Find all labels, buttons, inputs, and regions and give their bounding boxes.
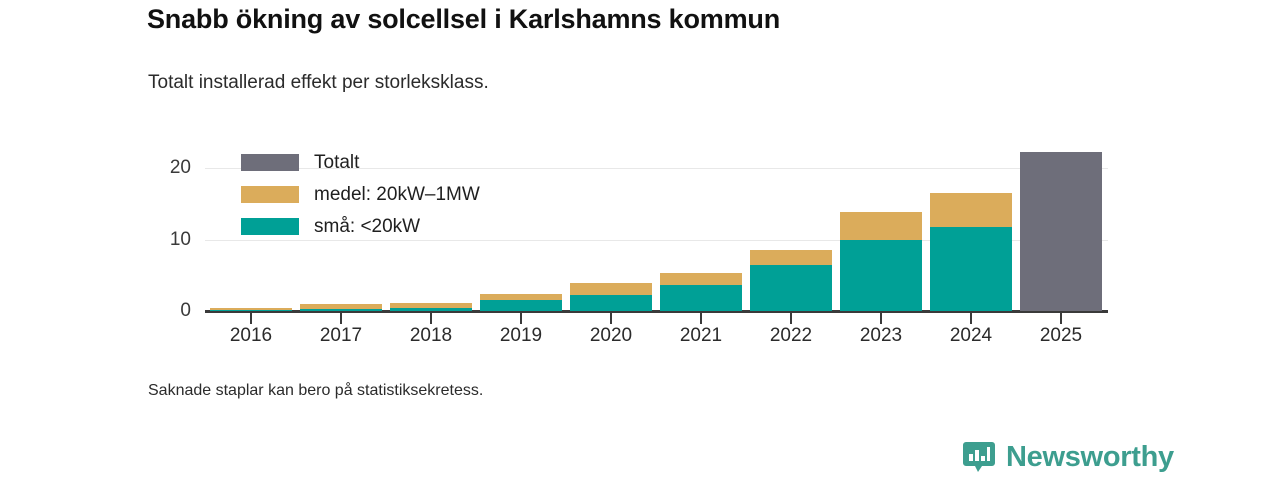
gridline-20	[205, 168, 1108, 169]
x-tick-2020	[610, 313, 612, 324]
x-label-2019: 2019	[499, 325, 543, 346]
bar-segment-medium-2023[interactable]	[840, 212, 922, 240]
x-label-2020: 2020	[589, 325, 633, 346]
x-tick-2021	[700, 313, 702, 324]
x-axis-baseline	[205, 310, 1108, 313]
x-tick-2017	[340, 313, 342, 324]
x-label-2016: 2016	[229, 325, 273, 346]
bar-chart-bubble-icon	[962, 440, 996, 474]
x-tick-2016	[250, 313, 252, 324]
bar-segment-small-2020[interactable]	[570, 295, 652, 311]
x-label-2021: 2021	[679, 325, 723, 346]
bar-segment-small-2016[interactable]	[210, 310, 292, 311]
x-tick-2025	[1060, 313, 1062, 324]
y-tick-label-20: 20	[169, 157, 191, 178]
chart-title: Snabb ökning av solcellsel i Karlshamns …	[147, 4, 780, 34]
x-label-2025: 2025	[1039, 325, 1083, 346]
x-tick-2022	[790, 313, 792, 324]
bar-segment-small-2024[interactable]	[930, 227, 1012, 311]
legend-label-medel: medel: 20kW–1MW	[314, 183, 480, 205]
legend-swatch-medel	[241, 186, 299, 203]
chart-footnote: Saknade staplar kan bero på statistiksek…	[148, 382, 484, 399]
bar-segment-medium-2017[interactable]	[300, 304, 382, 309]
bar-segment-small-2021[interactable]	[660, 285, 742, 311]
bar-segment-medium-2018[interactable]	[390, 303, 472, 308]
newsworthy-wordmark: Newsworthy	[1006, 440, 1174, 473]
gridline-10	[205, 240, 1108, 241]
legend-swatch-sma	[241, 218, 299, 235]
chart-subtitle: Totalt installerad effekt per storlekskl…	[148, 72, 489, 93]
x-tick-2019	[520, 313, 522, 324]
x-label-2018: 2018	[409, 325, 453, 346]
legend-swatch-totalt	[241, 154, 299, 171]
legend-label-sma: små: <20kW	[314, 215, 421, 237]
y-tick-label-10: 10	[169, 229, 191, 250]
x-tick-2018	[430, 313, 432, 324]
bar-segment-small-2019[interactable]	[480, 300, 562, 311]
plot-area	[205, 140, 1108, 311]
x-label-2022: 2022	[769, 325, 813, 346]
bar-segment-small-2017[interactable]	[300, 309, 382, 311]
legend-label-totalt: Totalt	[314, 151, 360, 173]
x-label-2017: 2017	[319, 325, 363, 346]
bar-segment-small-2022[interactable]	[750, 265, 832, 311]
bar-segment-medium-2020[interactable]	[570, 283, 652, 295]
bar-segment-total-2025[interactable]	[1020, 152, 1102, 311]
bar-segment-medium-2016[interactable]	[210, 308, 292, 310]
legend-item-totalt[interactable]: Totalt	[241, 148, 480, 177]
x-tick-2024	[970, 313, 972, 324]
bar-segment-medium-2021[interactable]	[660, 273, 742, 285]
x-tick-2023	[880, 313, 882, 324]
bar-segment-medium-2024[interactable]	[930, 193, 1012, 227]
y-tick-label-0: 0	[180, 300, 191, 321]
x-axis: 2016 2017 2018 2019 2020 2021 2022 2023 …	[205, 313, 1108, 358]
legend-item-medel[interactable]: medel: 20kW–1MW	[241, 180, 480, 209]
bar-segment-small-2018[interactable]	[390, 308, 472, 311]
legend: Totalt medel: 20kW–1MW små: <20kW	[241, 148, 480, 244]
bars-layer	[205, 120, 1108, 311]
bar-segment-small-2023[interactable]	[840, 240, 922, 311]
legend-item-sma[interactable]: små: <20kW	[241, 212, 480, 241]
x-label-2024: 2024	[949, 325, 993, 346]
newsworthy-logo[interactable]: Newsworthy	[962, 440, 1174, 474]
x-label-2023: 2023	[859, 325, 903, 346]
bar-segment-medium-2019[interactable]	[480, 294, 562, 300]
bar-segment-medium-2022[interactable]	[750, 250, 832, 265]
y-axis: 20 10 0	[141, 140, 191, 321]
